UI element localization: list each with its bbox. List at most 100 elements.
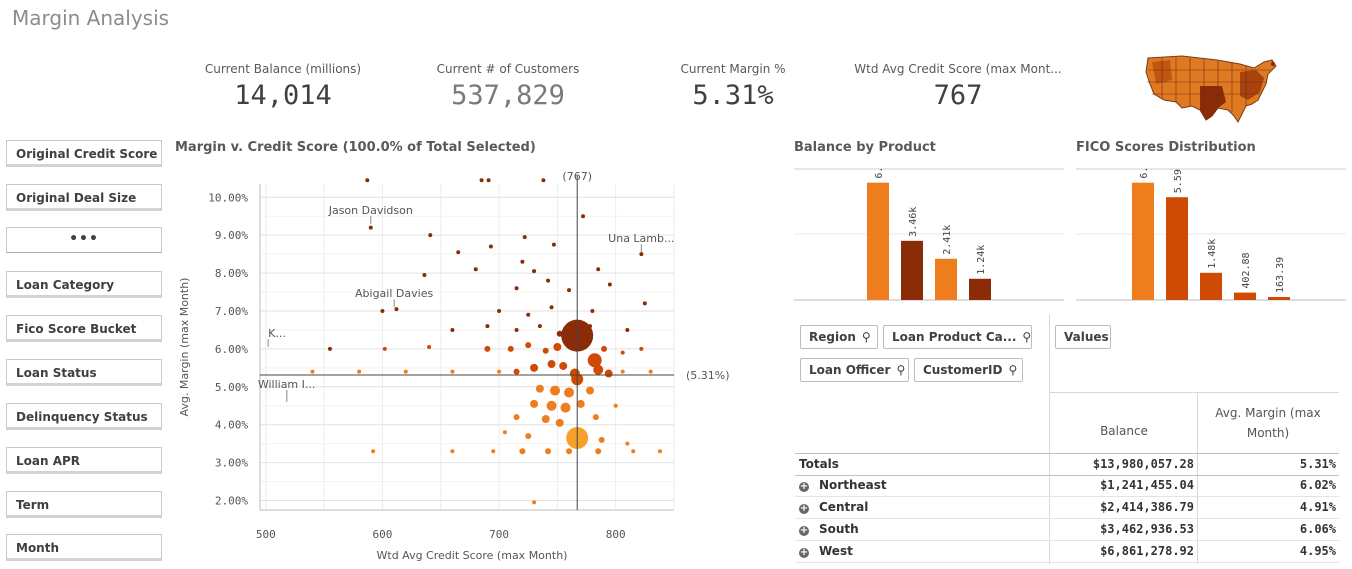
data-point[interactable] <box>566 448 573 455</box>
data-point[interactable] <box>532 269 537 274</box>
data-point[interactable] <box>549 305 554 310</box>
data-point[interactable] <box>357 369 362 374</box>
filter-loan-status[interactable]: Loan Status <box>6 359 162 386</box>
data-point[interactable] <box>450 369 455 374</box>
data-point[interactable] <box>620 369 625 374</box>
data-point[interactable] <box>639 346 644 351</box>
data-point[interactable] <box>648 369 653 374</box>
bar[interactable] <box>969 278 991 300</box>
balance-by-product-chart[interactable]: 6.86k 3.46k 2.41k 1.24k <box>794 168 1064 308</box>
data-point[interactable] <box>587 353 602 368</box>
data-point[interactable] <box>535 384 544 393</box>
dimension-chip-loan-product[interactable]: Loan Product Ca... ⚲ <box>883 325 1032 349</box>
data-point[interactable] <box>559 361 568 370</box>
data-point[interactable] <box>642 301 647 306</box>
filter-loan-category[interactable]: Loan Category <box>6 271 162 298</box>
data-point[interactable] <box>403 369 408 374</box>
table-row[interactable]: + Northeast $1,241,455.04 6.02% <box>795 475 1339 497</box>
data-point[interactable] <box>473 267 478 272</box>
data-point[interactable] <box>450 449 455 454</box>
data-point[interactable] <box>486 178 491 183</box>
data-point[interactable] <box>394 307 399 312</box>
data-point[interactable] <box>546 278 551 283</box>
data-point[interactable] <box>567 288 572 293</box>
filter-delinquency-status[interactable]: Delinquency Status <box>6 403 162 430</box>
data-point[interactable] <box>560 402 571 413</box>
data-point[interactable] <box>520 259 525 264</box>
data-point[interactable] <box>456 250 461 255</box>
data-point[interactable] <box>631 449 636 454</box>
data-point[interactable] <box>514 286 519 291</box>
data-point[interactable] <box>497 369 502 374</box>
data-point[interactable] <box>537 324 542 329</box>
data-point[interactable] <box>491 449 496 454</box>
data-point[interactable] <box>555 418 564 427</box>
expand-icon[interactable]: + <box>799 481 809 492</box>
filter-fico-score-bucket[interactable]: Fico Score Bucket <box>6 315 162 342</box>
filter-original-credit-score[interactable]: Original Credit Score <box>6 140 162 167</box>
data-point[interactable] <box>598 436 605 443</box>
bar[interactable] <box>867 182 889 300</box>
data-point[interactable] <box>371 449 376 454</box>
data-point[interactable] <box>488 244 493 249</box>
bar[interactable] <box>935 258 957 300</box>
data-point[interactable] <box>502 430 507 435</box>
data-point[interactable] <box>551 242 556 247</box>
data-point[interactable] <box>380 308 385 313</box>
data-point[interactable] <box>382 346 387 351</box>
data-point[interactable] <box>513 414 520 421</box>
data-point[interactable] <box>519 448 526 455</box>
data-point[interactable] <box>604 369 613 378</box>
data-point[interactable] <box>507 345 514 352</box>
data-point[interactable] <box>581 214 586 219</box>
data-point[interactable] <box>564 387 575 398</box>
more-filters-button[interactable]: ••• <box>6 227 162 253</box>
dimension-chip-customer-id[interactable]: CustomerID ⚲ <box>914 358 1023 382</box>
data-point[interactable] <box>532 500 537 505</box>
data-point[interactable] <box>607 282 612 287</box>
expand-icon[interactable]: + <box>799 525 809 536</box>
scatter-points[interactable] <box>310 178 663 505</box>
filter-original-deal-size[interactable]: Original Deal Size <box>6 184 162 211</box>
column-header-margin[interactable]: Avg. Margin (max Month) <box>1215 406 1321 440</box>
bar[interactable] <box>1132 182 1154 300</box>
data-point[interactable] <box>586 386 595 395</box>
data-point[interactable] <box>514 327 519 332</box>
column-header-balance[interactable]: Balance <box>1100 424 1148 438</box>
kpi-margin[interactable]: Current Margin % 5.31% <box>633 62 833 111</box>
kpi-current-balance[interactable]: Current Balance (millions) 14,014 <box>183 62 383 111</box>
data-point[interactable] <box>365 178 370 183</box>
data-point[interactable] <box>530 363 539 372</box>
bar[interactable] <box>1234 292 1256 300</box>
data-point[interactable] <box>625 327 630 332</box>
data-point[interactable] <box>428 233 433 238</box>
bar[interactable] <box>1166 197 1188 300</box>
data-point[interactable] <box>327 346 332 351</box>
data-point[interactable] <box>553 343 562 351</box>
table-row[interactable]: + South $3,462,936.53 6.06% <box>795 519 1339 541</box>
data-point[interactable] <box>625 441 630 446</box>
table-row[interactable]: + West $6,861,278.92 4.95% <box>795 541 1339 563</box>
expand-icon[interactable]: + <box>799 547 809 558</box>
data-point[interactable] <box>513 368 520 375</box>
data-point[interactable] <box>592 414 599 421</box>
filter-term[interactable]: Term <box>6 491 162 518</box>
data-point[interactable] <box>422 272 427 277</box>
filter-loan-apr[interactable]: Loan APR <box>6 447 162 474</box>
filter-month[interactable]: Month <box>6 534 162 561</box>
data-point[interactable] <box>541 178 546 183</box>
data-point[interactable] <box>427 345 432 349</box>
kpi-credit-score[interactable]: Wtd Avg Credit Score (max Mont... 767 <box>843 62 1073 111</box>
data-point[interactable] <box>450 327 455 332</box>
data-point[interactable] <box>525 342 532 349</box>
data-point[interactable] <box>576 399 585 408</box>
data-point[interactable] <box>547 360 556 369</box>
data-point[interactable] <box>639 252 644 257</box>
data-point[interactable] <box>497 308 502 313</box>
data-point[interactable] <box>613 403 618 408</box>
data-point[interactable] <box>542 347 549 354</box>
fico-distribution-chart[interactable]: 6.38k 5.59k 1.48k 402.88 163.39 <box>1076 168 1346 308</box>
data-point[interactable] <box>550 385 561 396</box>
scatter-chart[interactable]: 2.00% 3.00% 4.00% 5.00% 6.00% 7.00% 8.00% 9.00%… <box>170 160 740 569</box>
bar[interactable] <box>901 240 923 300</box>
